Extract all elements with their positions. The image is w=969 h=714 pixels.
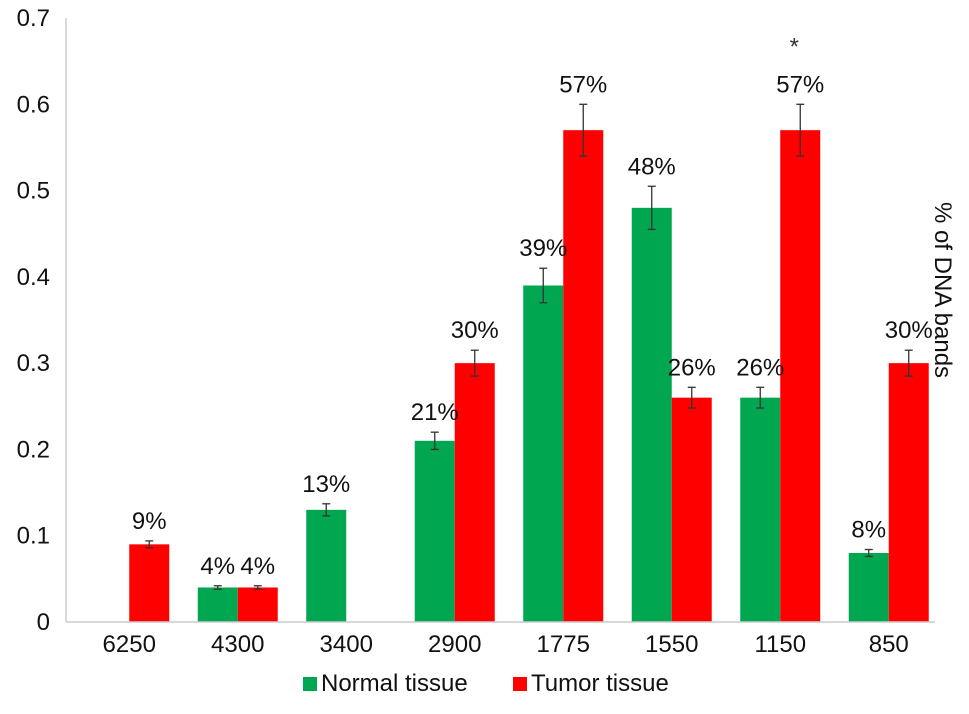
bar-tumor-tissue: [563, 130, 604, 622]
bar-normal-tissue: [848, 552, 889, 622]
x-tick-label: 1550: [645, 631, 698, 658]
y-tick-label: 0.5: [17, 178, 50, 205]
x-tick-label: 2900: [428, 631, 481, 658]
x-tick-label: 6250: [103, 631, 156, 658]
data-label: 4%: [240, 553, 275, 580]
data-label: 4%: [200, 553, 235, 580]
y-tick-label: 0.3: [17, 350, 50, 377]
bar-normal-tissue: [523, 285, 564, 622]
x-axis-ticks: 6250 4300 3400 2900 1775 1550 1150 850: [103, 631, 909, 658]
x-tick-label: 3400: [320, 631, 373, 658]
bar-tumor-tissue: [237, 587, 278, 622]
y-axis-ticks: 0 0.1 0.2 0.3 0.4 0.5 0.6 0.7: [17, 5, 50, 636]
data-label: 30%: [885, 317, 933, 344]
y-tick-label: 0.7: [17, 5, 50, 32]
bar-tumor-tissue: [888, 363, 929, 622]
bar-normal-tissue: [740, 397, 781, 622]
data-label: 9%: [132, 508, 167, 535]
y-tick-label: 0.2: [17, 436, 50, 463]
legend: Normal tissue Tumor tissue: [303, 670, 669, 697]
data-labels-layer: 9% 4% 4% 13% 21% 30% 39% 57% 48% 26% 26% 57% 8% 30%: [132, 71, 933, 579]
data-label: 13%: [302, 471, 350, 498]
data-label: 39%: [519, 235, 567, 262]
y-axis-title: % of DNA bands: [929, 202, 956, 378]
x-tick-label: 1775: [537, 631, 590, 658]
bar-normal-tissue: [414, 440, 455, 622]
data-label: 30%: [451, 317, 499, 344]
bar-tumor-tissue: [780, 130, 821, 622]
legend-swatch-tumor-tissue: [513, 677, 527, 691]
data-label: 57%: [559, 71, 607, 98]
bars-layer: [129, 130, 929, 623]
bar-normal-tissue: [197, 587, 238, 622]
data-label: 48%: [628, 153, 676, 180]
annotations-layer: *: [790, 33, 799, 60]
y-tick-label: 0: [37, 609, 50, 636]
data-label: 57%: [776, 71, 824, 98]
legend-swatch-normal-tissue: [303, 677, 317, 691]
bar-tumor-tissue: [129, 544, 170, 622]
bar-tumor-tissue: [671, 397, 712, 622]
data-label: 8%: [851, 517, 886, 544]
x-tick-label: 850: [869, 631, 909, 658]
x-tick-label: 1150: [754, 631, 806, 658]
significance-asterisk: *: [790, 33, 799, 60]
bar-normal-tissue: [306, 509, 347, 622]
y-tick-label: 0.1: [17, 523, 50, 550]
legend-label: Normal tissue: [321, 670, 468, 697]
data-label: 21%: [411, 399, 459, 426]
data-label: 26%: [736, 354, 784, 381]
legend-label: Tumor tissue: [531, 670, 669, 697]
bar-tumor-tissue: [454, 363, 495, 622]
bar-normal-tissue: [631, 207, 672, 623]
x-tick-label: 4300: [211, 631, 264, 658]
data-label: 26%: [668, 354, 716, 381]
error-bars-layer: [145, 103, 913, 590]
y-tick-label: 0.6: [17, 91, 50, 118]
y-tick-label: 0.4: [17, 264, 50, 291]
